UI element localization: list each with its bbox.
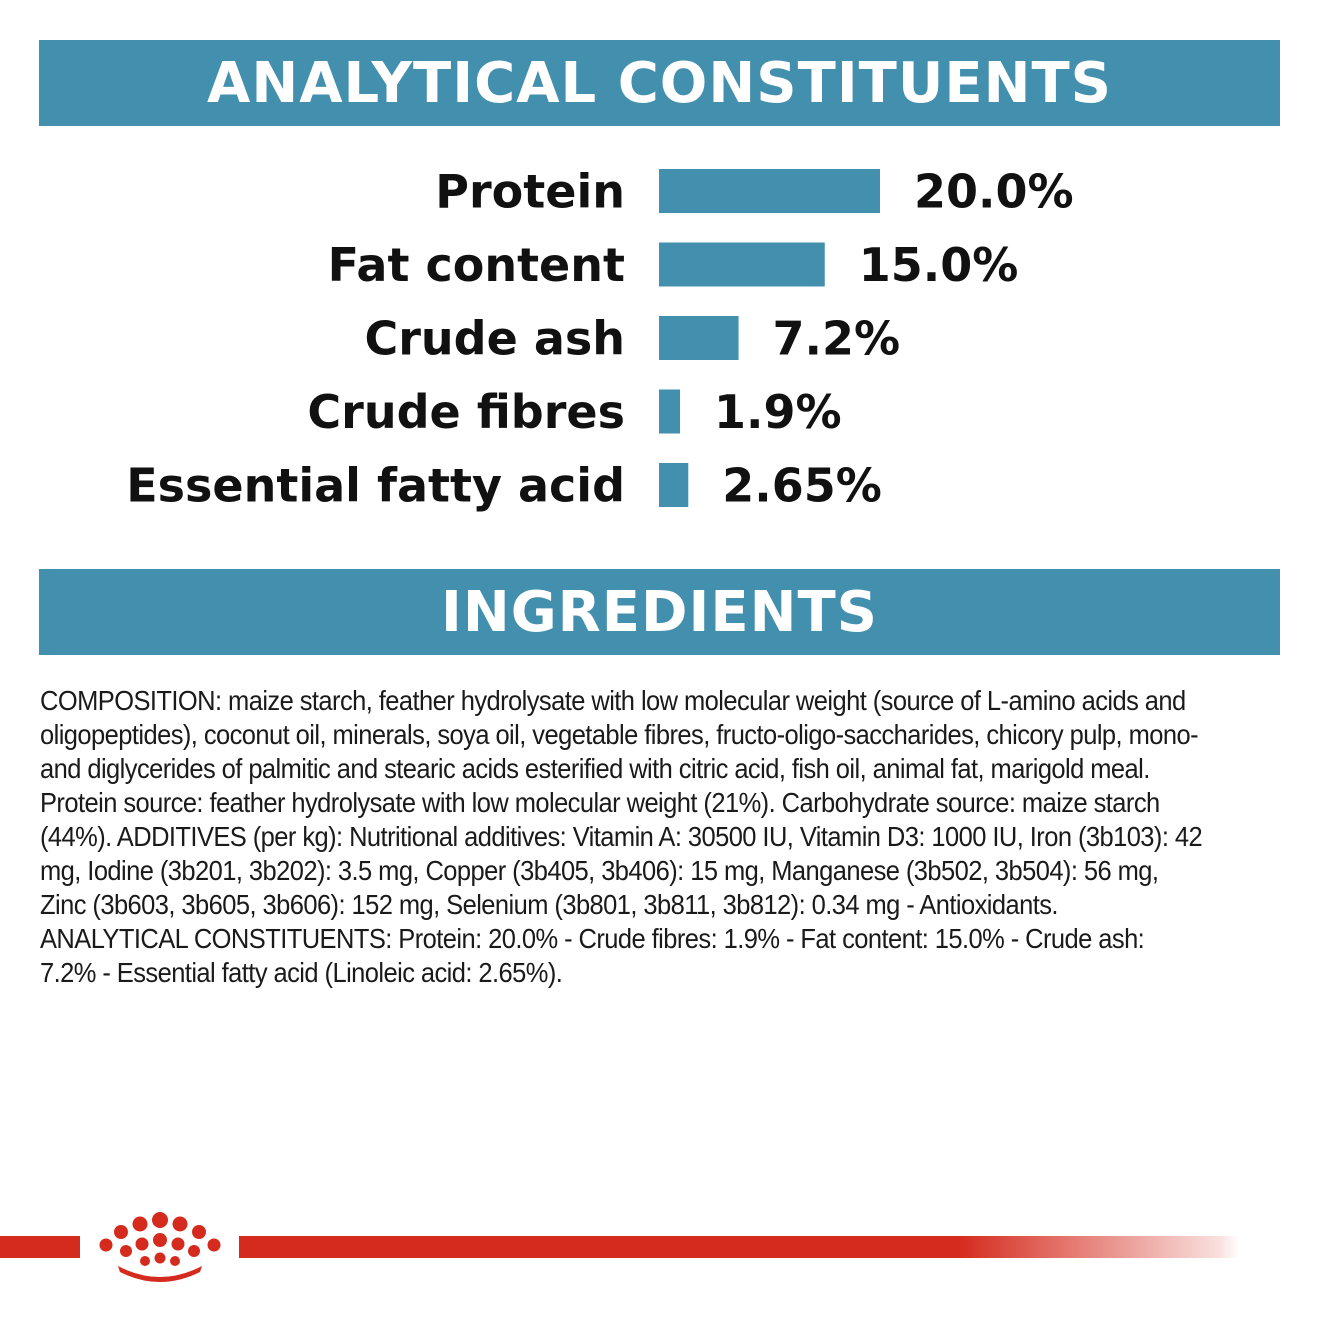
category-label-essential-fatty-acid: Essential fatty acid: [126, 459, 625, 513]
bar-fat-content: [659, 242, 825, 287]
value-label-crude-ash: 7.2%: [773, 312, 901, 366]
value-label-fat-content: 15.0%: [859, 238, 1019, 292]
ingredients-composition-text: COMPOSITION: maize starch, feather hydro…: [40, 685, 1203, 988]
bar-crude-ash: [659, 316, 739, 360]
analytical-constituents-chart: Protein 20.0% Fat content 15.0% Crude ash 7.2…: [126, 165, 1074, 513]
category-label-protein: Protein: [435, 165, 625, 219]
value-label-protein: 20.0%: [914, 165, 1074, 219]
analytical-constituents-banner: ANALYTICAL CONSTITUENTS: [39, 40, 1280, 126]
bar-protein: [659, 169, 880, 213]
ingredients-title: INGREDIENTS: [440, 579, 878, 645]
analytical-constituents-title: ANALYTICAL CONSTITUENTS: [207, 50, 1112, 116]
footer-divider-left: [0, 1236, 80, 1258]
footer-divider-right: [239, 1236, 1239, 1258]
value-label-crude-fibres: 1.9%: [714, 385, 842, 439]
crown-logo-icon: [99, 1212, 221, 1282]
category-label-fat-content: Fat content: [328, 238, 625, 292]
category-label-crude-ash: Crude ash: [364, 312, 625, 366]
bar-essential-fatty-acid: [659, 463, 689, 507]
ingredients-banner: INGREDIENTS: [39, 569, 1280, 655]
bar-crude-fibres: [659, 389, 680, 434]
value-label-essential-fatty-acid: 2.65%: [722, 459, 882, 513]
category-label-crude-fibres: Crude fibres: [307, 385, 625, 439]
